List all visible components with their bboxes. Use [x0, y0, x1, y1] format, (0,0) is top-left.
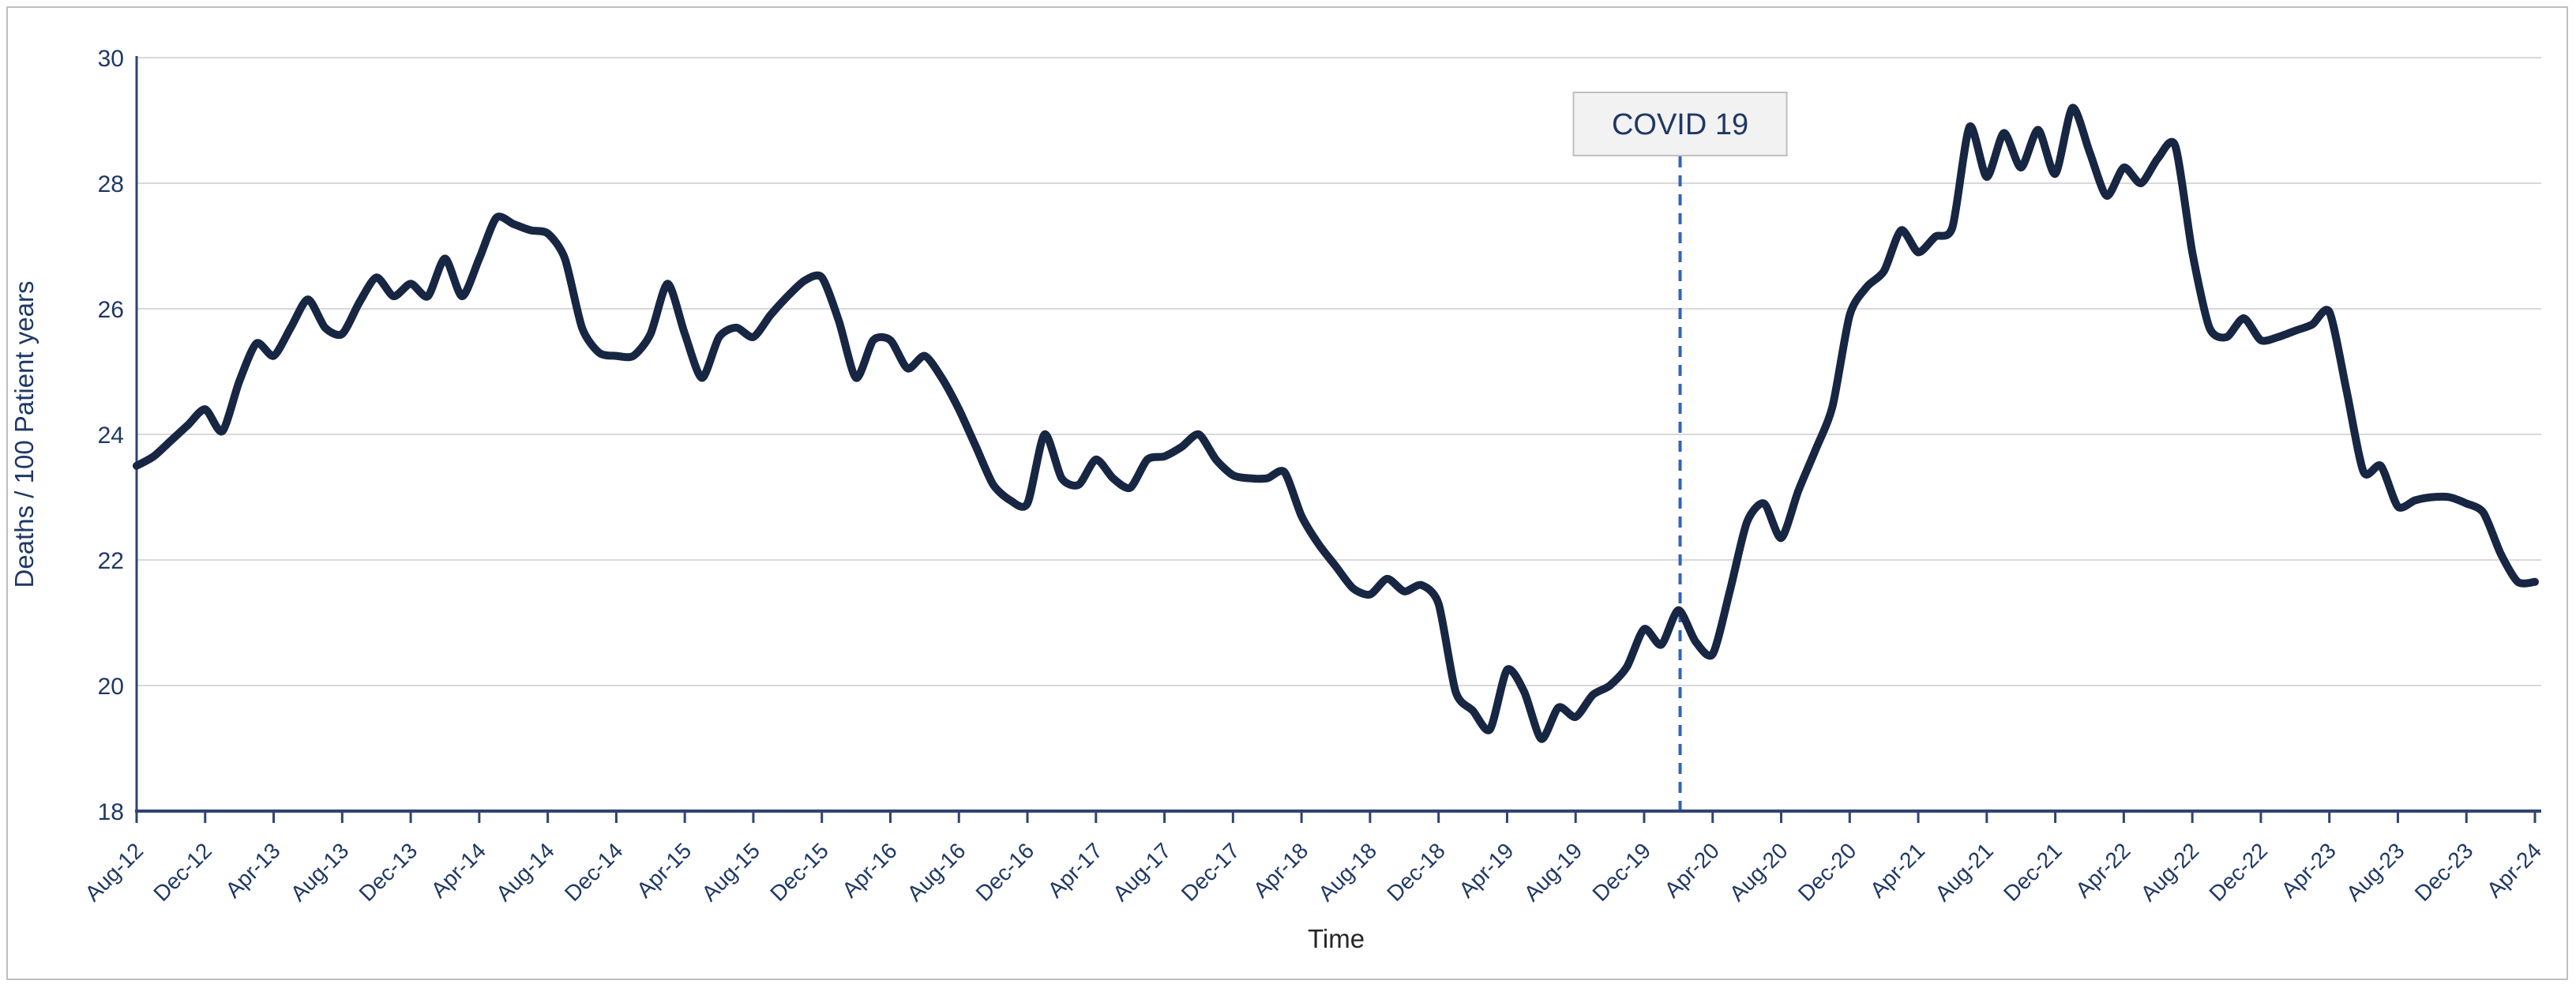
svg-text:22: 22	[98, 548, 124, 574]
horizontal-gridlines	[137, 57, 2541, 686]
deaths-series-line	[133, 103, 2539, 743]
svg-text:Dec-13: Dec-13	[355, 838, 422, 906]
svg-text:26: 26	[98, 297, 124, 323]
covid-label-text: COVID 19	[1612, 108, 1748, 141]
x-axis-tick-marks	[135, 811, 2537, 823]
x-axis-tick-labels: Aug-12 Dec-12 Apr-13 Aug-13 Dec-13 Apr-14 Aug-…	[80, 838, 2546, 906]
svg-text:Apr-16: Apr-16	[837, 838, 901, 902]
svg-text:Dec-22: Dec-22	[2204, 838, 2272, 906]
svg-text:18: 18	[98, 799, 124, 825]
svg-text:Aug-21: Aug-21	[1930, 838, 1998, 906]
svg-text:Dec-17: Dec-17	[1177, 838, 1245, 906]
svg-text:Aug-19: Aug-19	[1519, 838, 1587, 906]
axes	[135, 56, 2541, 813]
svg-text:Dec-18: Dec-18	[1382, 838, 1450, 906]
svg-text:Aug-14: Aug-14	[491, 838, 559, 906]
svg-text:Dec-20: Dec-20	[1793, 838, 1861, 906]
x-axis-title: Time	[1308, 924, 1365, 953]
svg-text:Apr-18: Apr-18	[1249, 838, 1312, 902]
svg-text:Apr-23: Apr-23	[2277, 838, 2341, 902]
svg-text:Apr-19: Apr-19	[1454, 838, 1518, 902]
svg-text:Apr-15: Apr-15	[632, 838, 696, 902]
covid-annotation: COVID 19	[1572, 92, 1788, 810]
svg-text:Apr-21: Apr-21	[1865, 838, 1929, 902]
svg-text:Apr-24: Apr-24	[2482, 838, 2546, 902]
svg-text:Dec-12: Dec-12	[148, 838, 216, 906]
svg-text:30: 30	[98, 46, 124, 72]
svg-text:Apr-14: Apr-14	[426, 838, 490, 902]
svg-text:20: 20	[98, 674, 124, 700]
svg-text:Aug-15: Aug-15	[697, 838, 764, 906]
svg-text:Aug-18: Aug-18	[1313, 838, 1381, 906]
svg-text:Dec-23: Dec-23	[2410, 838, 2478, 906]
svg-text:Aug-20: Aug-20	[1725, 838, 1793, 906]
svg-text:Aug-17: Aug-17	[1108, 838, 1176, 906]
svg-text:Apr-22: Apr-22	[2071, 838, 2135, 902]
svg-text:Dec-16: Dec-16	[971, 838, 1039, 906]
svg-text:Dec-19: Dec-19	[1587, 838, 1655, 906]
svg-text:Aug-12: Aug-12	[80, 838, 148, 906]
svg-text:Apr-17: Apr-17	[1043, 838, 1107, 902]
y-axis-title: Deaths / 100 Patient years	[9, 281, 39, 588]
covid-label-box	[1572, 92, 1788, 156]
y-axis-tick-labels: 18 20 22 24 26 28 30	[98, 46, 124, 825]
svg-text:28: 28	[98, 171, 124, 197]
svg-text:Apr-13: Apr-13	[220, 838, 284, 902]
svg-text:Dec-21: Dec-21	[1999, 838, 2067, 906]
svg-text:Dec-14: Dec-14	[560, 838, 628, 906]
svg-text:Aug-16: Aug-16	[903, 838, 971, 906]
svg-text:24: 24	[98, 423, 124, 449]
svg-text:Aug-22: Aug-22	[2136, 838, 2204, 906]
svg-text:Apr-20: Apr-20	[1660, 838, 1724, 902]
svg-text:Aug-23: Aug-23	[2341, 838, 2409, 906]
svg-text:Aug-13: Aug-13	[286, 838, 354, 906]
svg-text:Dec-15: Dec-15	[765, 838, 833, 906]
figure-border	[6, 6, 2568, 980]
